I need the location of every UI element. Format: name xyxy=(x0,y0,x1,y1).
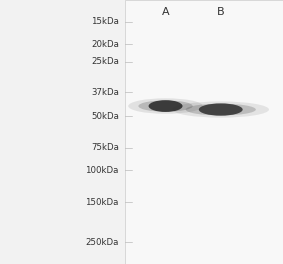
Text: 20kDa: 20kDa xyxy=(91,40,119,49)
Text: B: B xyxy=(217,7,224,17)
Text: 50kDa: 50kDa xyxy=(91,112,119,121)
Ellipse shape xyxy=(186,104,256,115)
Text: 150kDa: 150kDa xyxy=(85,198,119,207)
Ellipse shape xyxy=(173,101,269,118)
Bar xyxy=(125,0,283,264)
Text: 15kDa: 15kDa xyxy=(91,17,119,26)
Text: 100kDa: 100kDa xyxy=(85,166,119,175)
Ellipse shape xyxy=(128,98,203,114)
Text: A: A xyxy=(162,7,169,17)
Text: 250kDa: 250kDa xyxy=(85,238,119,247)
Ellipse shape xyxy=(149,100,183,112)
Ellipse shape xyxy=(199,103,243,116)
Text: 37kDa: 37kDa xyxy=(91,88,119,97)
Text: 75kDa: 75kDa xyxy=(91,143,119,152)
Ellipse shape xyxy=(138,100,193,112)
Text: 25kDa: 25kDa xyxy=(91,57,119,66)
